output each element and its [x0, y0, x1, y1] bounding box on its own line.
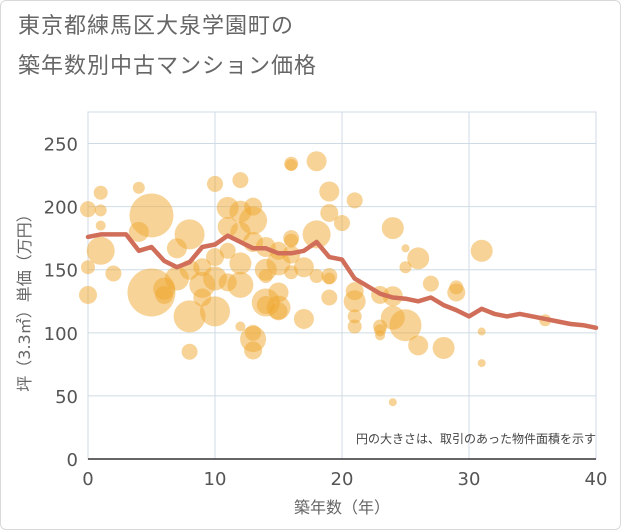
bubble: [95, 220, 106, 231]
x-tick-label: 30: [458, 469, 481, 490]
bubble: [155, 285, 174, 304]
bubble: [346, 192, 363, 209]
y-tick-label: 50: [55, 387, 78, 408]
trend-line-layer: [85, 232, 599, 331]
bubble: [229, 252, 252, 275]
bubble: [93, 185, 108, 200]
bubble: [477, 359, 486, 368]
bubble: [207, 175, 223, 192]
y-tick-label: 250: [44, 135, 78, 156]
bubble: [408, 335, 429, 356]
bubble: [219, 242, 236, 259]
bubble: [232, 172, 249, 189]
bubble: [79, 285, 97, 304]
bubble: [309, 269, 324, 284]
bubble: [334, 215, 350, 232]
y-tick-label: 200: [44, 198, 78, 219]
bubble: [321, 289, 338, 306]
chart-title-line1: 東京都練馬区大泉学園町の: [18, 14, 295, 39]
y-axis-label: 坪（3.3㎡）単価（万円）: [15, 206, 34, 391]
bubble: [401, 244, 410, 253]
bubble: [105, 265, 122, 282]
bubble: [245, 324, 262, 341]
x-tick-label: 20: [331, 469, 354, 490]
bubble: [388, 398, 397, 407]
x-tick-label: 40: [585, 469, 608, 490]
bubble: [293, 308, 314, 329]
bubble: [432, 336, 455, 359]
bubble: [320, 203, 339, 222]
bubble: [128, 221, 149, 242]
y-tick-label: 0: [67, 450, 78, 471]
chart-title-line2: 築年数別中古マンション価格: [18, 54, 318, 79]
bubble: [80, 201, 96, 218]
bubble: [380, 305, 405, 330]
bubble: [284, 233, 299, 248]
bubble: [470, 239, 493, 262]
bubble: [132, 181, 145, 194]
bubble: [193, 288, 212, 307]
bubble: [285, 158, 298, 171]
bubble: [306, 151, 327, 172]
bubble: [323, 272, 336, 285]
bubble: [193, 258, 212, 277]
bubble: [302, 220, 331, 249]
trend-line: [85, 232, 599, 331]
bubble: [319, 181, 340, 202]
bubble: [268, 282, 289, 303]
bubble: [166, 238, 187, 259]
bubble: [347, 319, 362, 334]
bubble: [381, 217, 404, 240]
bubble: [449, 280, 464, 295]
bubble: [244, 341, 263, 360]
bubble: [407, 247, 430, 270]
bubble: [244, 197, 263, 216]
x-axis-label: 築年数（年）: [294, 498, 390, 517]
bubble: [218, 273, 237, 292]
bubble: [94, 204, 107, 217]
axes: 0 50 100 150 200 250 0 10 20 30 40: [44, 135, 608, 490]
bubble: [477, 327, 486, 336]
bubbles: [79, 151, 552, 407]
x-tick-label: 0: [82, 469, 93, 490]
bubble: [173, 300, 206, 333]
bubble: [269, 302, 288, 321]
bubble: [347, 309, 362, 324]
bubble: [375, 330, 386, 341]
bubble: [235, 321, 246, 332]
bubble: [399, 261, 412, 274]
y-tick-label: 100: [44, 324, 78, 345]
bubble: [81, 260, 95, 275]
bubble: [206, 248, 224, 267]
bubble: [86, 236, 115, 265]
x-tick-label: 10: [204, 469, 227, 490]
y-tick-label: 150: [44, 261, 78, 282]
bubble: [284, 265, 299, 280]
bubble: [258, 269, 273, 284]
bubble: [422, 275, 439, 292]
size-annotation: 円の大きさは、取引のあった物件面積を示す: [356, 431, 596, 446]
bubble: [345, 282, 364, 301]
bubble: [181, 343, 198, 360]
bubble: [293, 257, 314, 278]
